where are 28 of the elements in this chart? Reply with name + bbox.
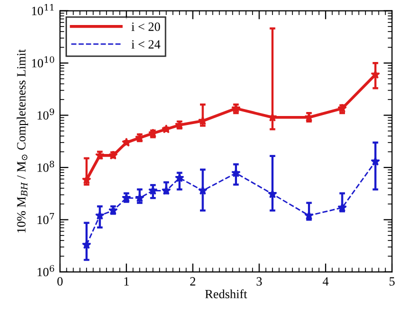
y-tick-label: 10$^{7}$ <box>38 213 54 224</box>
y-tick-label: 10$^{6}$ <box>38 265 54 276</box>
y-tick-label: 10$^{8}$ <box>38 160 54 172</box>
x-tick-label: 2 <box>190 277 196 286</box>
point <box>268 112 278 122</box>
legend-label: i < 24 <box>132 40 160 48</box>
y-axis-title: 10% M$_{BH}$ / M$_{⊙}$ Completeness Limit <box>16 49 28 233</box>
x-tick-label: 4 <box>322 277 329 286</box>
point <box>370 70 380 79</box>
point <box>231 168 241 178</box>
x-tick-label: 3 <box>256 277 262 286</box>
point <box>268 189 278 198</box>
point <box>122 138 132 147</box>
point <box>148 186 158 195</box>
legend-label: i < 20 <box>132 22 160 31</box>
y-tick-label: 10$^{10}$ <box>32 56 54 68</box>
point <box>95 210 104 220</box>
y-tick-label: 10$^{11}$ <box>32 4 54 16</box>
point <box>370 156 380 166</box>
point <box>198 186 208 195</box>
point <box>135 193 144 202</box>
x-tick-label: 5 <box>390 277 395 286</box>
point <box>82 240 92 249</box>
x-tick-label: 0 <box>57 277 63 286</box>
x-tick-label: 1 <box>124 277 129 286</box>
y-tick-label: 10$^{9}$ <box>38 108 54 120</box>
x-axis-title: Redshift <box>205 289 248 298</box>
point <box>162 186 171 195</box>
